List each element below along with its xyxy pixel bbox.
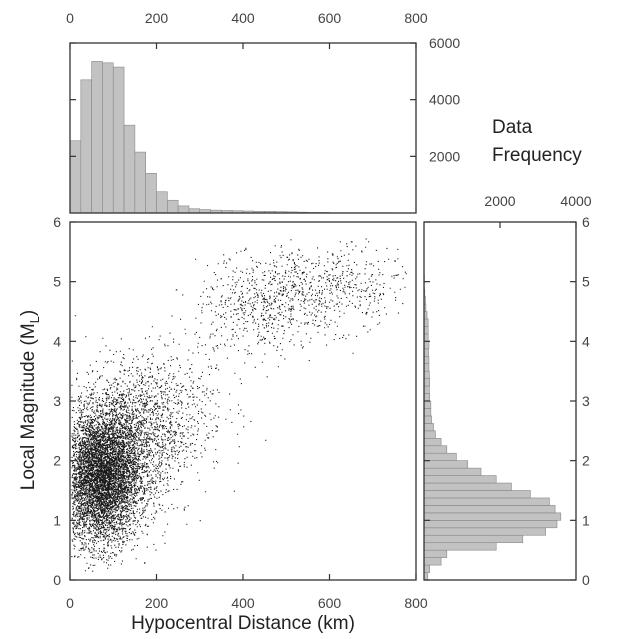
y-axis-title-main: Local Magnitude (M bbox=[18, 323, 39, 490]
side-x-tick-label: 2000 bbox=[484, 193, 515, 209]
magnitude-bar bbox=[423, 527, 546, 536]
magnitude-bar bbox=[423, 542, 497, 551]
magnitude-bar bbox=[423, 423, 434, 432]
magnitude-bar bbox=[423, 564, 430, 573]
magnitude-histogram-ticks: 2000 4000 0 1 2 3 4 5 6 bbox=[424, 193, 592, 588]
distance-bar bbox=[112, 66, 125, 214]
side-y-tick-label: 1 bbox=[582, 512, 590, 528]
distance-histogram-bars bbox=[69, 61, 417, 214]
distance-bar bbox=[177, 205, 190, 214]
magnitude-bar bbox=[423, 475, 497, 484]
scatter-point-cloud bbox=[71, 238, 407, 572]
magnitude-bar bbox=[423, 408, 432, 417]
y-tick-label: 0 bbox=[53, 572, 61, 588]
x-tick-label: 200 bbox=[145, 595, 169, 611]
side-y-tick-label: 2 bbox=[582, 453, 590, 469]
magnitude-bar bbox=[423, 452, 457, 461]
x-tick-label: 0 bbox=[66, 595, 74, 611]
distance-bar bbox=[102, 62, 114, 214]
distance-bar bbox=[134, 151, 146, 214]
magnitude-bar bbox=[423, 505, 556, 514]
side-y-tick-label: 4 bbox=[582, 333, 590, 349]
scatter-panel: 0 200 400 600 800 0 1 2 3 4 5 6 Hypocentral Distanc… bbox=[18, 214, 428, 634]
freq-tick-label: 6000 bbox=[429, 35, 460, 51]
magnitude-histogram-bars bbox=[423, 244, 562, 581]
magnitude-bar bbox=[423, 534, 524, 544]
freq-tick-label: 2000 bbox=[429, 148, 460, 164]
magnitude-bar bbox=[423, 445, 448, 454]
magnitude-bar bbox=[423, 341, 430, 350]
x-axis-title: Hypocentral Distance (km) bbox=[131, 613, 355, 634]
distance-bar bbox=[69, 140, 82, 214]
scatter-points bbox=[71, 238, 407, 572]
magnitude-bar bbox=[423, 520, 558, 529]
side-y-tick-label: 6 bbox=[582, 214, 590, 230]
distance-bar bbox=[167, 199, 179, 214]
magnitude-bar bbox=[423, 460, 469, 469]
y-tick-label: 1 bbox=[53, 512, 61, 528]
data-frequency-title-line1: Data bbox=[492, 117, 533, 138]
magnitude-bar bbox=[423, 467, 482, 476]
y-axis-title-subscript: L bbox=[27, 316, 42, 323]
side-x-tick-label: 4000 bbox=[560, 193, 591, 209]
magnitude-bar bbox=[423, 393, 430, 402]
distance-histogram-panel: 0 200 400 600 800 2000 4000 6000 Data Frequency bbox=[66, 10, 582, 214]
y-tick-label: 6 bbox=[53, 214, 61, 230]
y-axis-title: Local Magnitude (ML) bbox=[18, 310, 42, 490]
distance-bar bbox=[91, 61, 103, 214]
top-x-tick-label: 200 bbox=[145, 10, 169, 26]
top-x-tick-label: 400 bbox=[231, 10, 255, 26]
magnitude-bar bbox=[423, 370, 430, 379]
side-y-tick-label: 3 bbox=[582, 393, 590, 409]
magnitude-histogram-panel: 2000 4000 0 1 2 3 4 5 6 bbox=[423, 193, 592, 588]
magnitude-bar bbox=[423, 355, 430, 365]
scatter-ticks: 0 200 400 600 800 0 1 2 3 4 5 6 bbox=[53, 214, 428, 611]
data-frequency-title-line2: Frequency bbox=[492, 145, 582, 166]
y-tick-label: 5 bbox=[53, 274, 61, 290]
side-y-tick-label: 0 bbox=[582, 572, 590, 588]
distance-histogram-title: Data Frequency bbox=[492, 117, 582, 166]
y-axis-title-end: ) bbox=[18, 310, 39, 316]
magnitude-bar bbox=[423, 437, 442, 447]
distance-bar bbox=[156, 191, 168, 214]
x-tick-label: 400 bbox=[231, 595, 255, 611]
magnitude-bar bbox=[423, 430, 436, 439]
distance-bar bbox=[123, 124, 136, 214]
magnitude-bar bbox=[423, 490, 531, 499]
x-tick-label: 600 bbox=[318, 595, 342, 611]
side-y-tick-label: 5 bbox=[582, 274, 590, 290]
top-x-tick-label: 600 bbox=[318, 10, 342, 26]
magnitude-bar bbox=[423, 363, 430, 372]
magnitude-bar bbox=[423, 482, 512, 491]
distance-bar bbox=[80, 79, 92, 214]
magnitude-bar bbox=[423, 497, 550, 506]
magnitude-bar bbox=[423, 378, 430, 387]
distance-bar bbox=[145, 173, 157, 214]
y-tick-label: 2 bbox=[53, 453, 61, 469]
magnitude-bar bbox=[423, 348, 429, 357]
top-x-tick-label: 800 bbox=[404, 10, 428, 26]
magnitude-bar bbox=[423, 557, 442, 566]
magnitude-bar bbox=[423, 385, 430, 394]
magnitude-bar bbox=[423, 512, 562, 521]
top-x-tick-label: 0 bbox=[66, 10, 74, 26]
magnitude-bar bbox=[423, 400, 432, 409]
y-tick-label: 3 bbox=[53, 393, 61, 409]
distance-histogram-ticks: 0 200 400 600 800 2000 4000 6000 bbox=[66, 10, 460, 164]
y-tick-label: 4 bbox=[53, 333, 61, 349]
x-tick-label: 800 bbox=[404, 595, 428, 611]
magnitude-bar bbox=[423, 415, 432, 424]
freq-tick-label: 4000 bbox=[429, 92, 460, 108]
magnitude-bar bbox=[423, 549, 448, 558]
